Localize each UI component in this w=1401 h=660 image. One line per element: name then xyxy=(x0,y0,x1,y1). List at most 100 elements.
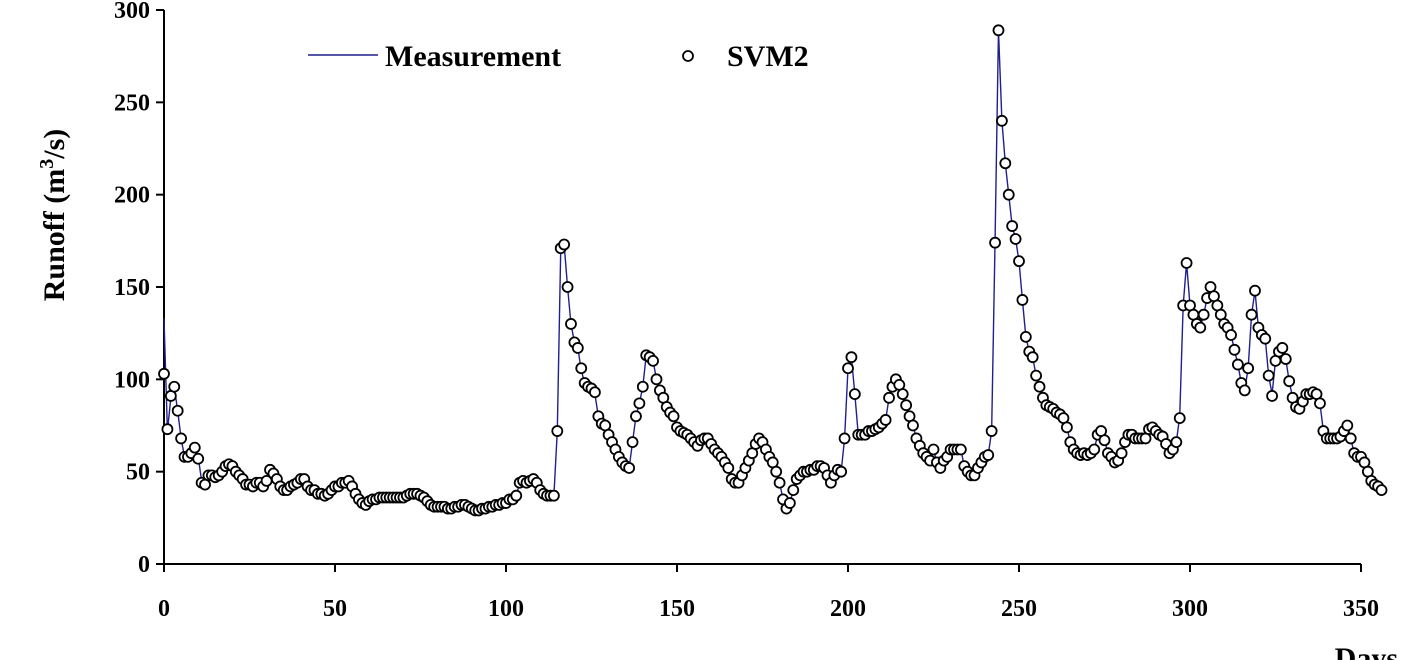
svm2-point xyxy=(787,484,800,497)
svm2-point xyxy=(722,462,735,474)
svm2-point xyxy=(1344,432,1357,445)
svm2-point xyxy=(1026,351,1039,364)
svm2-point xyxy=(171,404,184,417)
svm2-point xyxy=(770,465,783,478)
svm2-point xyxy=(883,391,895,404)
svm2-point xyxy=(636,380,649,393)
y-tick-label: 0 xyxy=(138,552,150,578)
svm2-point xyxy=(667,410,680,423)
svm2-point xyxy=(842,362,854,375)
y-axis-title-main: Runoff (m xyxy=(38,169,71,302)
svm2-point xyxy=(623,462,636,474)
svm2-point xyxy=(835,465,848,478)
svm2-point xyxy=(650,373,663,386)
y-tick-label: 50 xyxy=(126,460,150,486)
svm2-point xyxy=(992,24,1005,37)
svm2-point xyxy=(1030,369,1042,382)
x-ticks: 0 50 100 150 200 250 300 350 xyxy=(158,564,1379,622)
svm2-point xyxy=(510,489,523,502)
svm2-point xyxy=(647,354,659,367)
svm2-point xyxy=(879,414,892,426)
x-tick-label: 300 xyxy=(1172,596,1208,622)
svm2-point xyxy=(158,367,170,380)
svm2-point xyxy=(1098,434,1111,447)
svm2-point xyxy=(1225,329,1237,341)
svm2-point xyxy=(547,489,560,502)
svm2-point xyxy=(565,318,577,330)
svm2-point xyxy=(1060,421,1073,434)
svm2-point xyxy=(1375,484,1388,497)
svm2-point xyxy=(1228,343,1241,356)
svm2-point xyxy=(845,351,858,364)
svm2-point xyxy=(996,114,1008,127)
svm2-point xyxy=(626,436,639,449)
svm2-point xyxy=(571,342,584,354)
svm2-point xyxy=(1009,233,1022,245)
svm2-point xyxy=(838,432,851,445)
svm2-point xyxy=(1231,358,1244,371)
svm2-point xyxy=(896,388,909,401)
svm2-point xyxy=(1283,375,1296,388)
svm2-point xyxy=(1170,436,1183,449)
y-tick-label: 150 xyxy=(114,275,150,301)
svm2-point xyxy=(1115,447,1128,460)
svm2-point xyxy=(1276,342,1289,354)
svm2-point xyxy=(1194,321,1207,334)
x-tick-label: 250 xyxy=(1001,596,1037,622)
svm2-point xyxy=(1242,362,1255,375)
y-axis-title-superscript: 3 xyxy=(36,159,58,169)
svm2-point xyxy=(1013,255,1025,268)
svm2-point xyxy=(1006,220,1019,232)
svm2-point xyxy=(985,425,998,437)
legend-svm2-marker xyxy=(682,50,694,62)
svm2-point xyxy=(900,399,913,412)
svm2-point xyxy=(1180,257,1193,269)
svm2-point xyxy=(161,423,174,436)
svm2-point xyxy=(589,386,601,399)
svm2-point xyxy=(773,476,786,489)
svm2-series-markers xyxy=(158,24,1388,517)
svm2-point xyxy=(561,281,574,293)
svm2-point xyxy=(954,443,967,456)
y-ticks: 0 50 100 150 200 250 300 xyxy=(114,0,164,578)
x-tick-label: 350 xyxy=(1343,596,1379,622)
legend-svm2-label: SVM2 xyxy=(727,40,809,73)
y-tick-label: 100 xyxy=(114,367,150,393)
svm2-point xyxy=(1262,369,1275,382)
y-tick-label: 300 xyxy=(114,0,150,24)
svm2-point xyxy=(1173,412,1186,425)
svm2-point xyxy=(1033,380,1046,393)
x-tick-label: 0 xyxy=(158,596,170,622)
svm2-point xyxy=(1245,308,1258,321)
y-tick-label: 250 xyxy=(114,90,150,116)
svm2-point xyxy=(558,238,571,251)
svm2-point xyxy=(1016,294,1029,306)
svm2-point xyxy=(633,397,646,410)
y-axis-title-tail: /s) xyxy=(38,129,71,160)
svm2-point xyxy=(1314,397,1326,410)
svm2-point xyxy=(188,441,201,454)
svm2-point xyxy=(1002,188,1015,201)
svm2-point xyxy=(630,410,642,423)
svm2-point xyxy=(1259,332,1272,345)
x-tick-label: 100 xyxy=(488,596,524,622)
measurement-series-line xyxy=(163,30,1383,512)
svm2-point xyxy=(575,362,588,375)
svm2-point xyxy=(1088,443,1101,456)
svm2-point xyxy=(551,425,564,437)
svm2-point xyxy=(1238,384,1251,397)
x-tick-label: 150 xyxy=(659,596,695,622)
legend-measurement-label: Measurement xyxy=(385,40,561,73)
svm2-point xyxy=(1249,284,1261,297)
svm2-point xyxy=(175,432,188,445)
y-tick-label: 200 xyxy=(114,183,150,209)
svm2-point xyxy=(848,388,861,401)
svm2-point xyxy=(1341,419,1354,432)
svm2-point xyxy=(1019,330,1032,343)
y-axis-title: Runoff (m3/s) xyxy=(36,129,71,302)
plot-area: 0 50 100 150 200 250 300 350 0 50 100 150 200 250 300 xyxy=(114,0,1388,622)
svm2-point xyxy=(982,449,995,461)
x-tick-label: 200 xyxy=(830,596,866,622)
svm2-point xyxy=(1279,353,1292,365)
